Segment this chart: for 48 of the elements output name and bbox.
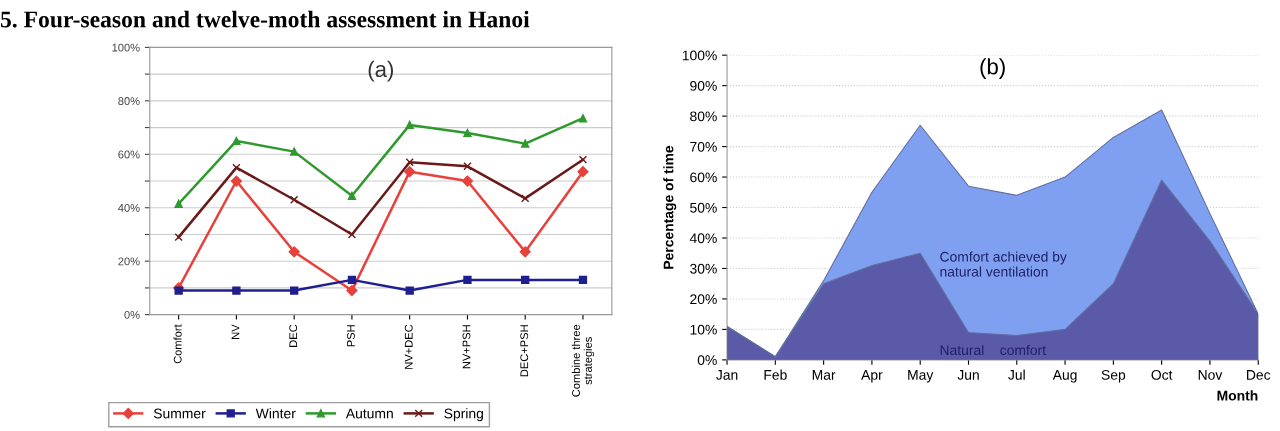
x-tick-label: Apr: [861, 370, 883, 383]
x-tick-label: NV: [231, 324, 240, 339]
x-tick-label: Mar: [812, 370, 836, 380]
y-tick-label: 50%: [690, 202, 717, 213]
legend-label: Summer: [153, 408, 206, 419]
y-tick-label: 40%: [689, 233, 717, 244]
y-tick-label: 40%: [118, 204, 140, 212]
x-tick-label: Nov: [1198, 370, 1223, 380]
legend-label: Spring: [444, 408, 483, 422]
x-tick-label: Jan: [716, 370, 738, 380]
x-tick-label: Jul: [1008, 369, 1025, 380]
y-tick-label: 10%: [690, 324, 717, 335]
x-tick-label: Aug: [1052, 370, 1077, 383]
x-tick-label: PSH: [347, 325, 355, 347]
legend-label: Autumn: [345, 408, 393, 419]
x-tick-label: DEC+PSH: [520, 325, 529, 377]
x-tick-label: Oct: [1151, 369, 1173, 380]
series-label: Natural comfort: [940, 344, 1046, 356]
y-tick-label: 30%: [690, 263, 717, 274]
x-tick-label: Feb: [764, 369, 787, 380]
y-tick-label: 80%: [118, 97, 140, 105]
y-tick-label: 60%: [118, 150, 140, 159]
text: (a): [368, 60, 393, 82]
y-tick-label: 80%: [690, 111, 717, 122]
y-tick-label: 0%: [124, 310, 140, 319]
y-tick-label: 20%: [690, 294, 717, 305]
y-tick-label: 100%: [682, 50, 717, 61]
chart-title: 5. Four-season and twelve-moth assessment in Hanoi: [0, 10, 530, 28]
y-tick-label: 100%: [112, 43, 140, 52]
x-tick-label: NV+DEC: [404, 324, 413, 369]
x-tick-label: Dec: [1247, 370, 1271, 380]
x-axis-title: Month: [1217, 390, 1258, 401]
y-tick-label: 70%: [690, 141, 717, 152]
x-tick-label: Combine three strategies: [571, 324, 595, 397]
x-tick-label: Comfort: [173, 324, 182, 364]
y-axis-title: Percentage of time: [663, 145, 677, 269]
series-label: Comfort achieved by natural ventilation: [940, 251, 1067, 277]
chart-title: (b): [980, 58, 1005, 79]
legend-label: Winter: [255, 408, 296, 419]
y-tick-label: 60%: [690, 172, 717, 183]
y-tick-label: 0%: [697, 355, 717, 366]
y-tick-label: 20%: [118, 257, 140, 266]
x-tick-label: NV+PSH: [462, 325, 471, 369]
y-tick-label: 90%: [690, 80, 717, 91]
x-tick-label: DEC: [289, 324, 298, 347]
x-tick-label: Sep: [1101, 369, 1126, 383]
x-tick-label: May: [908, 370, 934, 383]
x-tick-label: Jun: [957, 370, 979, 380]
